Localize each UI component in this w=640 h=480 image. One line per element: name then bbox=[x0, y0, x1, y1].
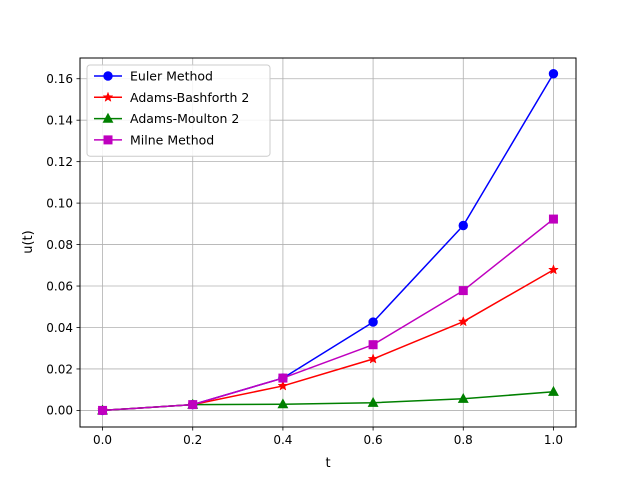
y-tick-label: 0.06 bbox=[46, 279, 73, 293]
legend: Euler Method Adams-Bashforth 2 Adams-Moult… bbox=[86, 64, 271, 157]
y-axis-label: u(t) bbox=[21, 230, 36, 253]
x-axis-label: t bbox=[325, 456, 330, 471]
x-tick-label: 0.4 bbox=[273, 433, 292, 447]
legend-marker bbox=[103, 71, 113, 81]
data-point bbox=[367, 353, 379, 364]
data-point bbox=[457, 315, 469, 327]
legend-entry: Milne Method bbox=[94, 132, 214, 147]
y-tick-label: 0.14 bbox=[46, 113, 73, 127]
data-point bbox=[457, 392, 469, 403]
grid bbox=[80, 58, 576, 427]
data-point bbox=[277, 380, 289, 391]
data-point bbox=[548, 69, 559, 79]
legend-entry: Euler Method bbox=[94, 69, 213, 84]
data-point bbox=[368, 340, 378, 350]
x-tick-label: 0.0 bbox=[93, 433, 112, 447]
y-tick-label: 0.00 bbox=[46, 404, 73, 418]
legend-entry: Adams-Moulton 2 bbox=[94, 111, 239, 126]
series-layer bbox=[97, 69, 559, 416]
data-point bbox=[368, 317, 378, 327]
x-tick-label: 0.2 bbox=[183, 433, 202, 447]
data-point bbox=[98, 405, 108, 415]
data-point bbox=[548, 385, 559, 396]
legend-box bbox=[86, 64, 271, 157]
y-tick-label: 0.02 bbox=[46, 362, 73, 376]
y-tick-label: 0.04 bbox=[46, 321, 73, 335]
x-tick-label: 1.0 bbox=[544, 433, 563, 447]
data-point bbox=[458, 220, 468, 231]
y-tick-label: 0.10 bbox=[46, 196, 73, 210]
legend-marker bbox=[102, 112, 114, 123]
data-point bbox=[458, 286, 468, 296]
legend-entry: Adams-Bashforth 2 bbox=[94, 90, 249, 105]
legend-label: Adams-Moulton 2 bbox=[130, 111, 239, 126]
legend-marker bbox=[102, 91, 114, 102]
x-tick-label: 0.8 bbox=[454, 433, 473, 447]
legend-label: Adams-Bashforth 2 bbox=[130, 90, 249, 105]
x-tick-label: 0.6 bbox=[364, 433, 383, 447]
legend-label: Euler Method bbox=[130, 69, 213, 84]
legend-label: Milne Method bbox=[130, 132, 214, 147]
plot-frame bbox=[79, 57, 577, 428]
data-point bbox=[548, 264, 559, 275]
data-point bbox=[188, 400, 198, 410]
y-tick-label: 0.08 bbox=[46, 238, 73, 252]
data-point bbox=[548, 214, 558, 224]
y-tick-label: 0.16 bbox=[46, 72, 73, 86]
data-point bbox=[278, 373, 288, 383]
y-tick-label: 0.12 bbox=[46, 155, 73, 169]
data-point bbox=[277, 398, 289, 409]
series-milne-method bbox=[98, 214, 558, 415]
axis-ticks: 0.0 0.2 0.4 0.6 0.8 1.0 0.00 0.02 0.04 0.06 0.08 0.… bbox=[46, 72, 563, 447]
series-line bbox=[102, 218, 554, 412]
data-point bbox=[367, 396, 379, 407]
legend-marker bbox=[103, 135, 113, 145]
